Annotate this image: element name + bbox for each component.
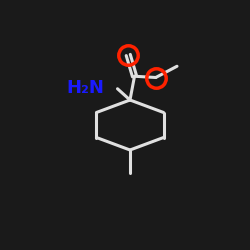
Text: H₂N: H₂N — [66, 79, 104, 97]
